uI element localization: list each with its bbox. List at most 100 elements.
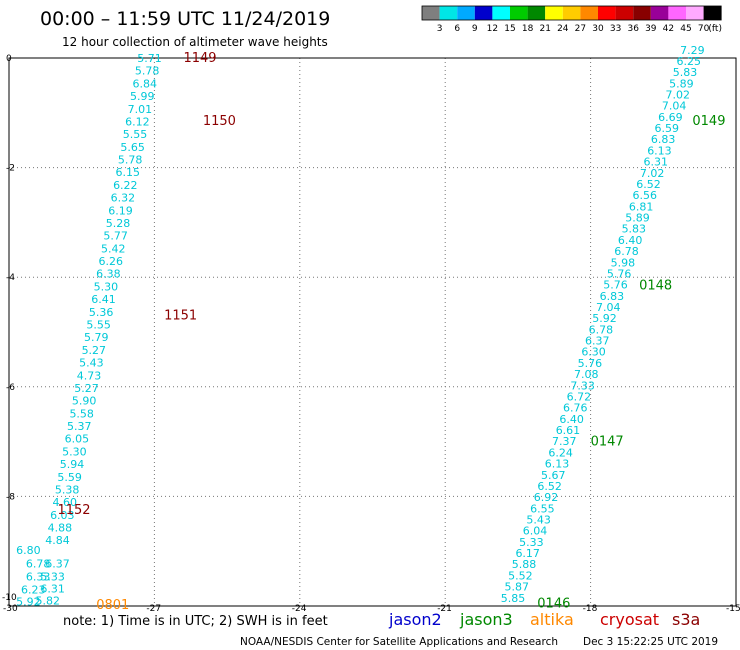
swh-value-label: 6.76 (563, 402, 588, 415)
satellite-legend: jason2 jason3 altika cryosat s3a (388, 610, 700, 629)
swh-value-label: 5.67 (541, 469, 566, 482)
swh-value-label: 5.78 (135, 65, 160, 78)
pass-time-label: 0148 (639, 278, 672, 293)
swh-value-label: 5.52 (508, 569, 533, 582)
swh-value-label: 5.92 (592, 312, 617, 325)
colorbar-border (421, 5, 722, 21)
swh-labels: 5.715.786.845.997.016.125.555.655.786.15… (16, 44, 704, 609)
pass-time-labels: 1149 1150 1151 1152 0801 0149 0148 0147 0146 (57, 51, 725, 613)
y-tick-label: 0 (6, 54, 12, 64)
colorbar-swatch (703, 6, 722, 20)
swh-value-label: 5.85 (501, 592, 526, 605)
colorbar-swatch (562, 6, 581, 20)
swh-value-label: 5.36 (89, 306, 114, 319)
colorbar-swatch (439, 6, 458, 20)
swh-value-label: 5.79 (84, 331, 109, 344)
swh-value-label: 6.17 (515, 547, 540, 560)
colorbar-label: 33 (610, 24, 621, 34)
footer-note: note: 1) Time is in UTC; 2) SWH is in fe… (63, 614, 328, 629)
swh-value-label: 4.88 (48, 522, 73, 535)
swh-value-label: 7.04 (596, 301, 621, 314)
pass-time-label: 1150 (203, 114, 236, 129)
swh-value-label: 5.37 (67, 420, 92, 433)
swh-value-label: 6.52 (636, 178, 661, 191)
footer-timestamp: Dec 3 15:22:25 UTC 2019 (583, 636, 718, 648)
colorbar-swatch (527, 6, 546, 20)
swh-value-label: 5.89 (669, 77, 694, 90)
colorbar-label: 18 (522, 24, 534, 34)
swh-value-label: 6.61 (556, 424, 581, 437)
axis-ticks: -30 -27 -24 -21 -18 -15 0 -2 -4 -6 -8 -10 (2, 54, 740, 614)
pass-time-label: 0147 (591, 435, 624, 450)
swh-value-label: 5.27 (82, 344, 107, 357)
swh-value-label: 4.73 (77, 369, 102, 382)
legend-altika: altika (530, 610, 574, 629)
pass-time-label: 1152 (57, 503, 90, 518)
swh-value-label: 5.76 (578, 357, 603, 370)
swh-value-label: 6.23 (21, 584, 46, 597)
swh-value-label: 5.99 (130, 90, 155, 103)
swh-value-label: 6.33 (26, 570, 51, 583)
colorbar-label: 45 (680, 24, 691, 34)
legend-jason3: jason3 (459, 610, 513, 629)
swh-value-label: 5.82 (36, 595, 61, 608)
colorbar-swatch (457, 6, 475, 20)
swh-value-label: 6.30 (581, 346, 606, 359)
swh-value-label: 6.81 (629, 200, 654, 213)
swh-value-label: 5.88 (512, 558, 537, 571)
swh-value-label: 7.02 (665, 89, 690, 102)
swh-value-label: 5.89 (625, 212, 650, 225)
swh-value-label: 5.42 (101, 242, 126, 255)
colorbar-swatch (580, 6, 598, 20)
swh-value-label: 7.37 (552, 435, 577, 448)
swh-value-label: 5.71 (137, 52, 162, 65)
colorbar-label: 24 (557, 24, 569, 34)
colorbar-swatch (668, 6, 686, 20)
swh-value-label: 5.55 (86, 319, 111, 332)
swh-value-label: 6.69 (658, 111, 683, 124)
swh-value-label: 5.78 (118, 154, 143, 167)
swh-value-label: 6.52 (537, 480, 562, 493)
pass-time-label: 1149 (183, 51, 216, 66)
swh-value-label: 5.94 (60, 458, 85, 471)
y-tick-label: -6 (6, 383, 15, 393)
swh-value-label: 6.38 (96, 268, 121, 281)
swh-value-label: 6.37 (45, 557, 70, 570)
swh-value-label: 6.05 (65, 433, 90, 446)
colorbar-label: 15 (504, 24, 515, 34)
x-tick-label: -15 (726, 604, 740, 614)
swh-value-label: 6.78 (26, 557, 51, 570)
swh-value-label: 6.15 (115, 166, 140, 179)
swh-value-label: 6.24 (548, 446, 573, 459)
colorbar-label: (ft) (708, 24, 722, 34)
swh-value-label: 6.03 (50, 509, 75, 522)
y-tick-label: -8 (6, 492, 15, 502)
swh-value-label: 6.13 (545, 458, 570, 471)
x-tick-label: -21 (437, 604, 452, 614)
x-tick-label: -27 (146, 604, 161, 614)
colorbar-label: 9 (472, 24, 478, 34)
legend-cryosat: cryosat (600, 610, 659, 629)
swh-value-label: 6.59 (655, 122, 680, 135)
x-tick-label: -24 (292, 604, 307, 614)
swh-value-label: 5.87 (504, 581, 529, 594)
colorbar-label: 27 (575, 24, 586, 34)
swh-value-label: 6.37 (585, 335, 610, 348)
swh-value-label: 5.76 (603, 279, 628, 292)
colorbar-swatch (615, 6, 634, 20)
pass-time-label: 0149 (692, 114, 725, 129)
legend-s3a: s3a (672, 610, 700, 629)
swh-value-label: 5.55 (123, 128, 148, 141)
y-tick-label: -4 (6, 273, 15, 283)
swh-value-label: 5.30 (62, 445, 87, 458)
pass-time-label: 0801 (96, 598, 129, 613)
colorbar-legend: 3 6 9 12 15 18 21 24 27 30 33 36 39 42 45 70 (ft) (421, 5, 722, 34)
swh-value-label: 5.59 (57, 471, 82, 484)
colorbar-label: 42 (663, 24, 674, 34)
swh-value-label: 6.40 (618, 234, 643, 247)
swh-value-label: 5.92 (16, 596, 41, 609)
colorbar-label: 21 (539, 24, 550, 34)
swh-value-label: 6.78 (614, 245, 639, 258)
swh-value-label: 6.26 (99, 255, 124, 268)
colorbar-swatch (492, 6, 510, 20)
